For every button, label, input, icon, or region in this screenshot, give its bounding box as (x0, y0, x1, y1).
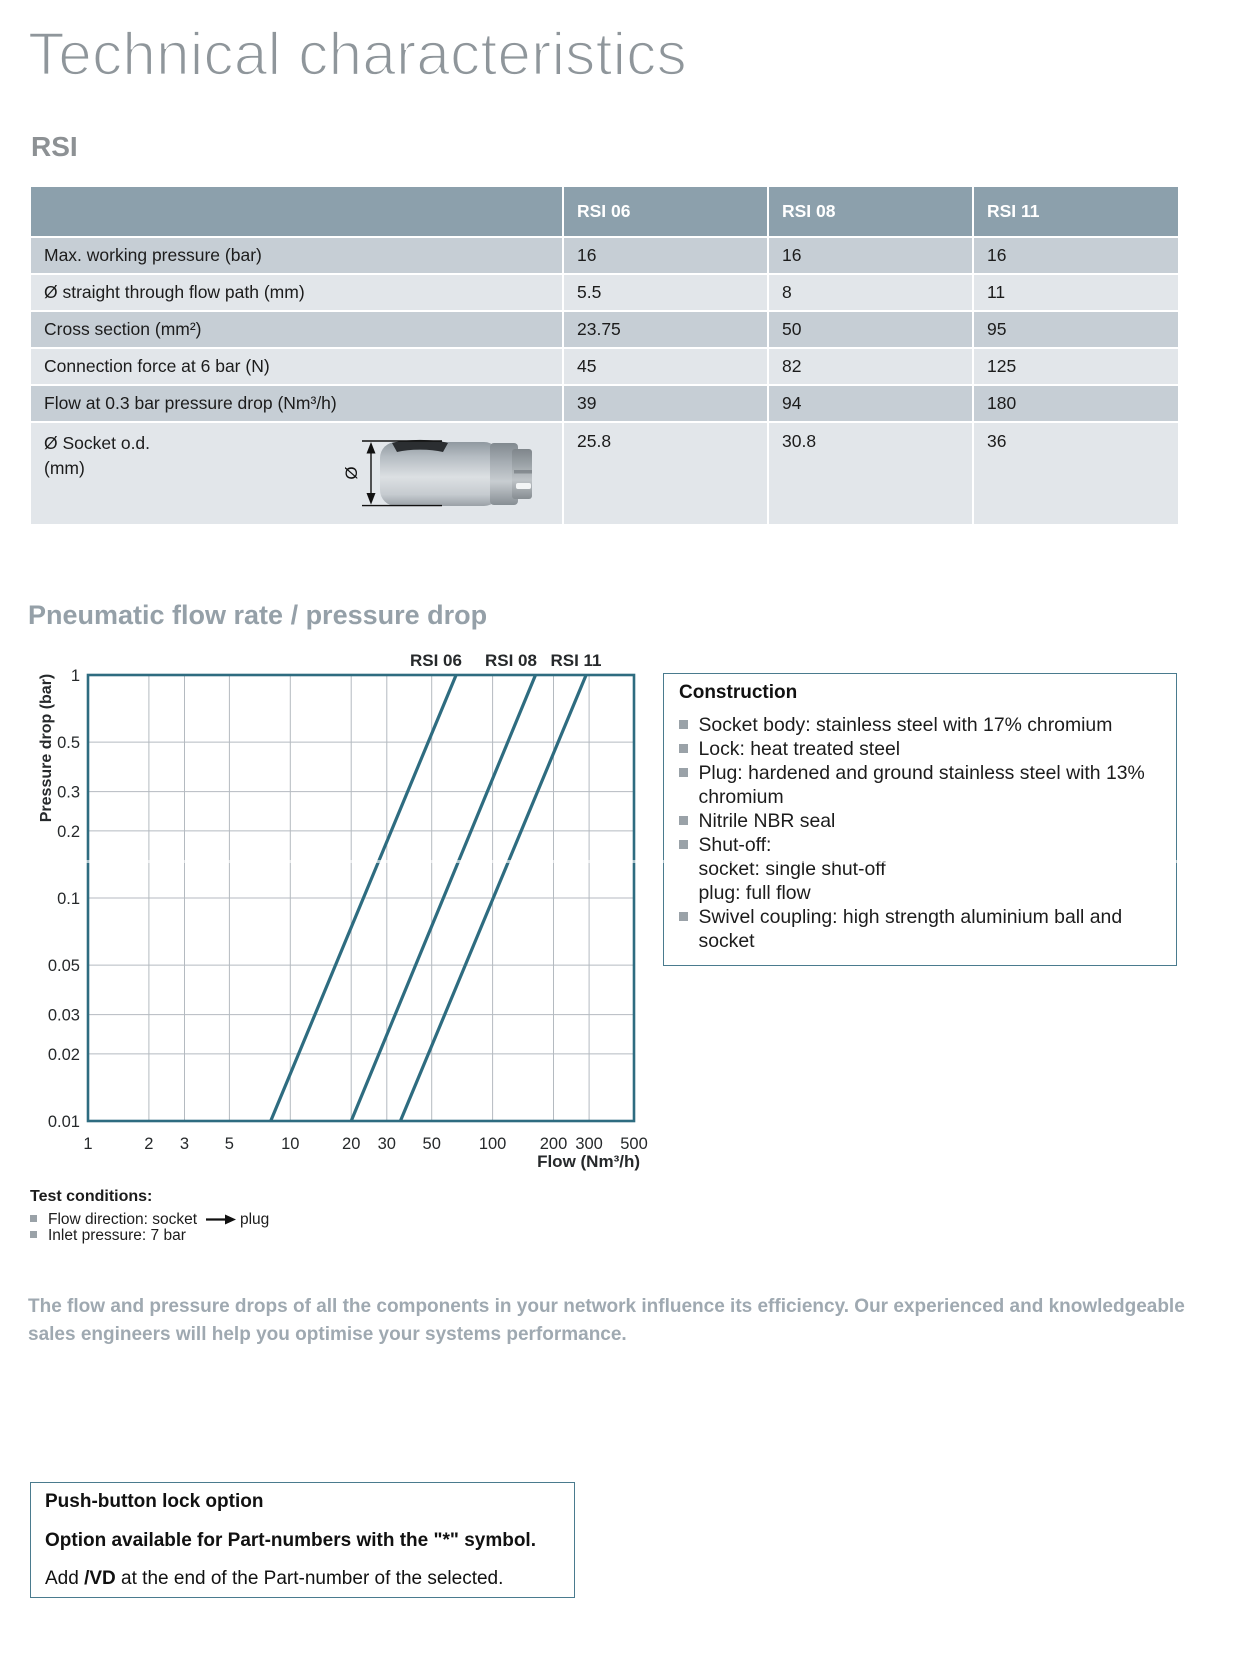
svg-text:0.01: 0.01 (48, 1113, 80, 1131)
svg-text:10: 10 (281, 1135, 299, 1153)
svg-text:200: 200 (540, 1135, 568, 1153)
svg-text:0.3: 0.3 (57, 784, 80, 802)
svg-text:30: 30 (378, 1135, 396, 1153)
svg-text:0.02: 0.02 (48, 1046, 80, 1064)
svg-text:RSI 06: RSI 06 (410, 651, 462, 670)
svg-text:1: 1 (83, 1135, 92, 1153)
svg-text:Flow (Nm³/h): Flow (Nm³/h) (537, 1152, 640, 1171)
svg-text:RSI 08: RSI 08 (485, 651, 537, 670)
svg-text:1: 1 (71, 667, 80, 685)
svg-text:500: 500 (620, 1135, 648, 1153)
svg-text:0.05: 0.05 (48, 957, 80, 975)
svg-text:50: 50 (423, 1135, 441, 1153)
svg-text:Ø: Ø (342, 466, 361, 479)
svg-text:RSI 11: RSI 11 (550, 651, 601, 670)
svg-text:Pressure drop (bar): Pressure drop (bar) (38, 674, 55, 822)
svg-text:Technical characteristics: Technical characteristics (28, 21, 687, 88)
svg-text:0.1: 0.1 (57, 890, 80, 908)
svg-text:0.5: 0.5 (57, 734, 80, 752)
svg-text:0.03: 0.03 (48, 1007, 80, 1025)
svg-text:300: 300 (575, 1135, 603, 1153)
svg-text:3: 3 (180, 1135, 189, 1153)
svg-text:20: 20 (342, 1135, 360, 1153)
svg-text:2: 2 (144, 1135, 153, 1153)
svg-text:100: 100 (479, 1135, 507, 1153)
svg-text:0.2: 0.2 (57, 823, 80, 841)
svg-text:5: 5 (225, 1135, 234, 1153)
